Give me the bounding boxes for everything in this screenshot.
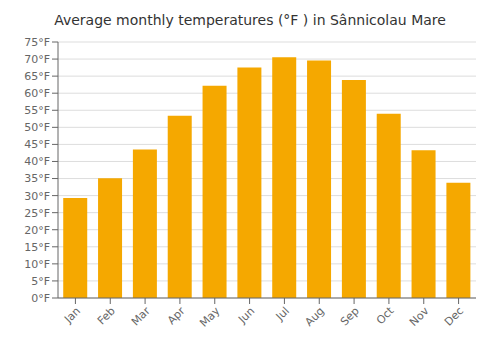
svg-text:Jul: Jul — [273, 304, 292, 323]
svg-text:May: May — [197, 304, 223, 330]
svg-text:20°F: 20°F — [24, 224, 50, 237]
svg-text:Nov: Nov — [407, 304, 432, 329]
svg-text:Apr: Apr — [165, 304, 188, 327]
svg-text:0°F: 0°F — [31, 292, 50, 305]
svg-text:5°F: 5°F — [31, 275, 50, 288]
svg-text:Sep: Sep — [338, 304, 362, 328]
svg-text:10°F: 10°F — [24, 258, 50, 271]
svg-text:70°F: 70°F — [24, 53, 50, 66]
svg-text:35°F: 35°F — [24, 172, 50, 185]
svg-text:25°F: 25°F — [24, 207, 50, 220]
svg-text:30°F: 30°F — [24, 190, 50, 203]
svg-text:Mar: Mar — [129, 304, 153, 328]
svg-text:65°F: 65°F — [24, 70, 50, 83]
svg-text:15°F: 15°F — [24, 241, 50, 254]
svg-text:40°F: 40°F — [24, 155, 50, 168]
svg-text:50°F: 50°F — [24, 121, 50, 134]
svg-text:75°F: 75°F — [24, 36, 50, 49]
svg-text:Dec: Dec — [442, 304, 466, 328]
html-text:Average monthly temperatures (: Average monthly temperatures (°F ) in Sâ… — [54, 12, 446, 28]
svg-text:Oct: Oct — [374, 304, 397, 327]
svg-text:45°F: 45°F — [24, 138, 50, 151]
svg-text:Aug: Aug — [303, 304, 327, 328]
svg-text:Jun: Jun — [235, 304, 257, 326]
svg-text:60°F: 60°F — [24, 87, 50, 100]
svg-text:Jan: Jan — [61, 304, 83, 326]
svg-text:Feb: Feb — [95, 304, 118, 327]
svg-text:55°F: 55°F — [24, 104, 50, 117]
